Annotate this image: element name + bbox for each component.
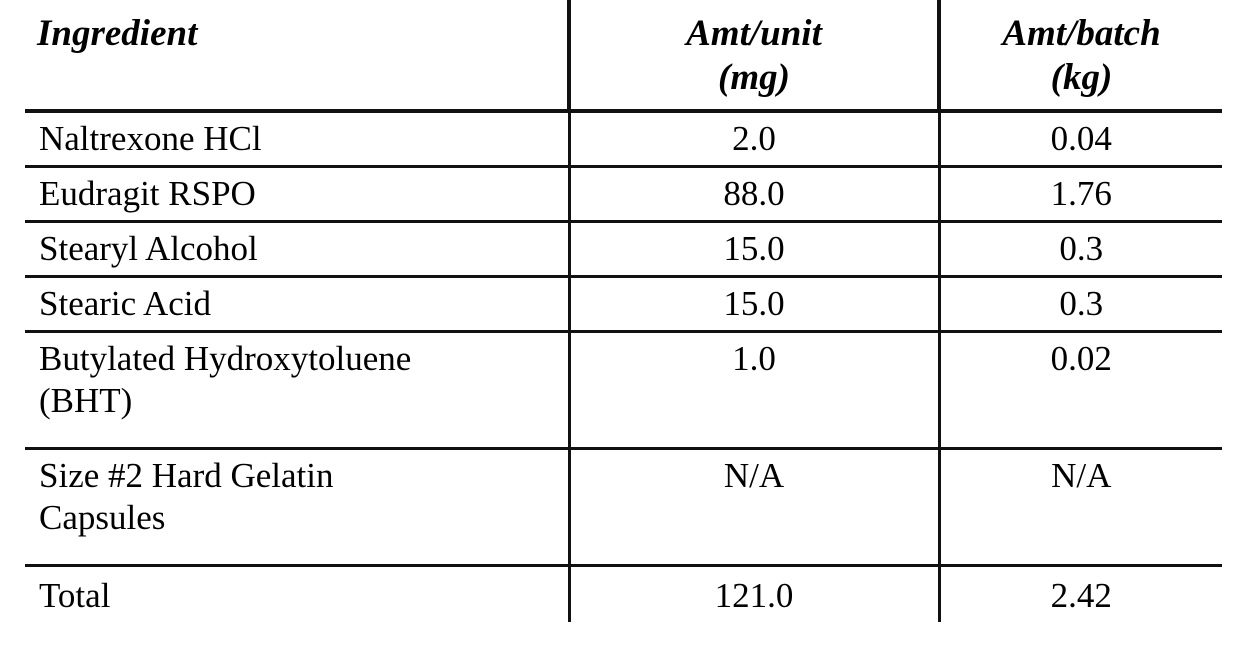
- cell-ingredient-text: Naltrexone HCl: [39, 119, 262, 158]
- column-header-amt-batch: Amt/batch (kg): [939, 0, 1222, 111]
- cell-amt-unit-text: 121.0: [715, 576, 794, 615]
- cell-ingredient: Stearyl Alcohol: [25, 222, 569, 277]
- column-header-ingredient-label: Ingredient: [37, 13, 197, 54]
- cell-amt-unit: 15.0: [569, 277, 939, 332]
- cell-ingredient-text: Size #2 Hard Gelatin: [39, 456, 334, 495]
- cell-amt-batch: 0.3: [939, 277, 1222, 332]
- cell-ingredient: Stearic Acid: [25, 277, 569, 332]
- cell-amt-unit: 1.0: [569, 332, 939, 449]
- cell-amt-batch-text: 0.3: [1059, 229, 1103, 268]
- cell-amt-batch: 0.04: [939, 111, 1222, 167]
- cell-ingredient: Naltrexone HCl: [25, 111, 569, 167]
- cell-amt-unit-text: 15.0: [723, 229, 784, 268]
- table-row-total: Total 121.0 2.42: [25, 566, 1222, 623]
- cell-amt-batch-text: 0.04: [1051, 119, 1112, 158]
- cell-amt-batch-text: 0.02: [1051, 339, 1112, 378]
- cell-ingredient: Eudragit RSPO: [25, 167, 569, 222]
- cell-ingredient: Total: [25, 566, 569, 623]
- cell-ingredient-text-line2: Capsules: [39, 497, 568, 539]
- table-header: Ingredient Amt/unit (mg) Amt/batch (kg): [25, 0, 1222, 111]
- column-header-amt-unit-label-line2: (mg): [571, 56, 937, 100]
- cell-amt-unit-text: 88.0: [723, 174, 784, 213]
- cell-ingredient: Butylated Hydroxytoluene (BHT): [25, 332, 569, 449]
- table-row: Eudragit RSPO 88.0 1.76: [25, 167, 1222, 222]
- table-row: Size #2 Hard Gelatin Capsules N/A N/A: [25, 449, 1222, 566]
- column-header-amt-unit: Amt/unit (mg): [569, 0, 939, 111]
- cell-amt-batch-text: 0.3: [1059, 284, 1103, 323]
- cell-ingredient-text: Butylated Hydroxytoluene: [39, 339, 411, 378]
- table-body: Naltrexone HCl 2.0 0.04 Eudragit RSPO 88…: [25, 111, 1222, 622]
- column-header-ingredient: Ingredient: [25, 0, 569, 111]
- formulation-table: Ingredient Amt/unit (mg) Amt/batch (kg) …: [25, 0, 1222, 622]
- cell-amt-batch-text: 2.42: [1051, 576, 1112, 615]
- header-row: Ingredient Amt/unit (mg) Amt/batch (kg): [25, 0, 1222, 111]
- cell-amt-batch: 1.76: [939, 167, 1222, 222]
- column-header-amt-batch-label-line1: Amt/batch: [1002, 13, 1160, 54]
- cell-amt-batch: 0.02: [939, 332, 1222, 449]
- cell-amt-batch-text: 1.76: [1051, 174, 1112, 213]
- cell-amt-unit: 121.0: [569, 566, 939, 623]
- ingredient-formulation-table: Ingredient Amt/unit (mg) Amt/batch (kg) …: [25, 0, 1222, 658]
- cell-amt-unit: 15.0: [569, 222, 939, 277]
- column-header-amt-batch-label-line2: (kg): [941, 56, 1222, 100]
- table-row: Naltrexone HCl 2.0 0.04: [25, 111, 1222, 167]
- cell-amt-unit: 88.0: [569, 167, 939, 222]
- cell-ingredient-text: Eudragit RSPO: [39, 174, 256, 213]
- cell-amt-unit-text: N/A: [724, 456, 784, 495]
- cell-ingredient-text: Stearic Acid: [39, 284, 211, 323]
- cell-amt-unit: N/A: [569, 449, 939, 566]
- cell-amt-batch: 0.3: [939, 222, 1222, 277]
- cell-ingredient-text: Stearyl Alcohol: [39, 229, 258, 268]
- cell-amt-unit: 2.0: [569, 111, 939, 167]
- cell-amt-batch: 2.42: [939, 566, 1222, 623]
- cell-ingredient: Size #2 Hard Gelatin Capsules: [25, 449, 569, 566]
- cell-amt-batch-text: N/A: [1051, 456, 1111, 495]
- cell-amt-unit-text: 15.0: [723, 284, 784, 323]
- table-row: Stearic Acid 15.0 0.3: [25, 277, 1222, 332]
- column-header-amt-unit-label-line1: Amt/unit: [686, 13, 822, 54]
- cell-amt-batch: N/A: [939, 449, 1222, 566]
- cell-ingredient-text: Total: [39, 576, 110, 615]
- table-row: Butylated Hydroxytoluene (BHT) 1.0 0.02: [25, 332, 1222, 449]
- table-row: Stearyl Alcohol 15.0 0.3: [25, 222, 1222, 277]
- cell-amt-unit-text: 2.0: [732, 119, 776, 158]
- cell-amt-unit-text: 1.0: [732, 339, 776, 378]
- cell-ingredient-text-line2: (BHT): [39, 380, 568, 422]
